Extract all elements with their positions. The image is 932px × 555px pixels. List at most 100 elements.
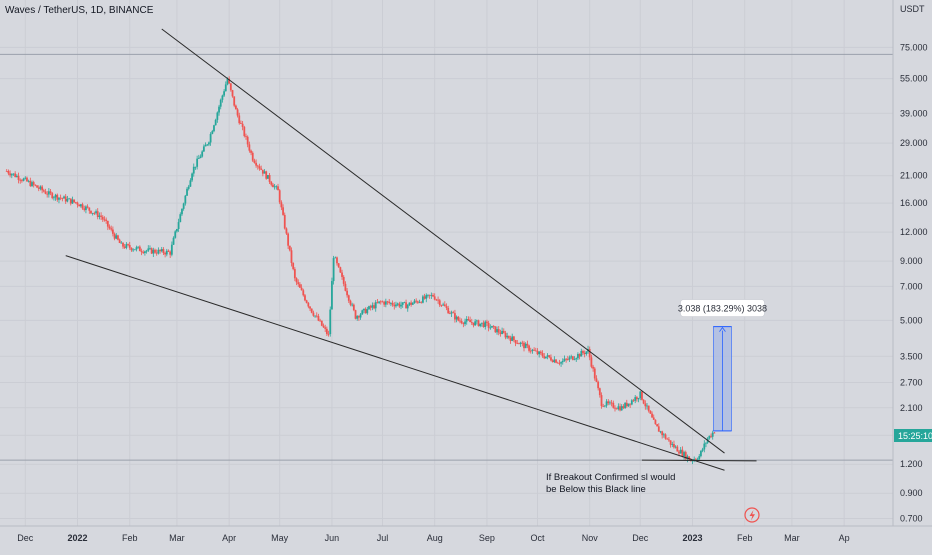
candle-down xyxy=(56,194,59,200)
price-tick-label: 16.000 xyxy=(900,198,928,208)
candle-down xyxy=(420,301,423,303)
measure-label: 3.038 (183.29%) 3038 xyxy=(678,304,767,314)
price-tick-label: 9.000 xyxy=(900,256,923,266)
candle-down xyxy=(310,308,313,313)
candle-up xyxy=(662,434,665,436)
candle-down xyxy=(272,184,274,188)
lower-trendline[interactable] xyxy=(65,255,725,471)
candle-down xyxy=(622,406,625,409)
candle-up xyxy=(273,186,276,188)
candle-down xyxy=(270,181,273,185)
candle-down xyxy=(17,175,20,180)
candle-up xyxy=(708,435,711,439)
candle-down xyxy=(590,357,593,367)
candle-down xyxy=(625,402,628,407)
candle-up xyxy=(568,357,571,360)
candle-up xyxy=(455,316,458,320)
breakout-note-line1: If Breakout Confirmed sl would xyxy=(546,472,675,483)
candle-down xyxy=(241,123,244,127)
candle-down xyxy=(661,431,664,436)
candle-down xyxy=(236,109,239,116)
time-tick-label: Dec xyxy=(632,533,649,543)
candle-up xyxy=(603,405,606,407)
candle-up xyxy=(400,304,402,307)
candle-down xyxy=(684,452,687,460)
candle-up xyxy=(617,406,620,409)
candle-up xyxy=(403,302,406,304)
candle-up xyxy=(575,358,578,360)
candle-down xyxy=(283,214,286,229)
candle-down xyxy=(550,357,552,361)
candle-down xyxy=(641,391,643,400)
candle-up xyxy=(378,301,381,303)
candle-up xyxy=(221,95,224,100)
candle-down xyxy=(523,342,525,349)
candle-down xyxy=(619,406,621,411)
candle-down xyxy=(103,219,106,221)
candle-up xyxy=(15,175,18,177)
candle-up xyxy=(115,235,118,239)
candle-up xyxy=(545,356,547,359)
candle-down xyxy=(556,362,559,364)
candle-down xyxy=(253,160,256,163)
candle-up xyxy=(332,258,335,282)
candle-down xyxy=(416,301,419,303)
candle-down xyxy=(140,251,143,253)
time-tick-label: Feb xyxy=(737,533,753,543)
candle-up xyxy=(698,456,701,460)
candle-down xyxy=(36,185,38,188)
candle-up xyxy=(181,208,183,215)
candle-down xyxy=(261,169,264,174)
candle-down xyxy=(713,432,716,434)
candle-down xyxy=(309,306,311,309)
candle-down xyxy=(410,302,413,305)
candle-down xyxy=(555,359,557,363)
candle-down xyxy=(251,152,254,161)
candle-up xyxy=(331,281,333,310)
candle-down xyxy=(664,434,667,439)
candle-down xyxy=(352,304,355,311)
candle-down xyxy=(265,171,268,179)
candle-down xyxy=(644,403,647,407)
candle-down xyxy=(19,179,22,181)
candle-down xyxy=(32,182,35,185)
candle-down xyxy=(668,439,670,441)
candle-down xyxy=(354,310,357,319)
candle-down xyxy=(312,312,315,316)
candle-down xyxy=(477,320,480,327)
candle-up xyxy=(179,214,182,223)
candle-up xyxy=(194,166,197,168)
candle-down xyxy=(268,175,271,182)
candle-down xyxy=(162,249,165,253)
candle-down xyxy=(64,196,67,202)
breakout-note[interactable]: If Breakout Confirmed sl would be Below … xyxy=(546,472,675,495)
candle-down xyxy=(37,187,40,189)
upper-trendline[interactable] xyxy=(161,28,725,454)
candle-down xyxy=(322,325,325,328)
current-price-tag[interactable]: 15:25:10 xyxy=(894,429,932,442)
candle-down xyxy=(41,186,44,191)
candle-down xyxy=(376,302,379,304)
lightning-alert-icon[interactable] xyxy=(744,507,760,523)
candle-up xyxy=(531,349,534,352)
candle-down xyxy=(74,202,77,203)
support-line[interactable] xyxy=(641,459,757,462)
candle-down xyxy=(169,251,172,255)
candle-down xyxy=(518,343,520,345)
candle-up xyxy=(54,194,57,198)
candle-up xyxy=(639,391,642,399)
candle-down xyxy=(240,123,242,124)
candle-down xyxy=(349,300,352,305)
candle-down xyxy=(324,327,327,329)
candle-up xyxy=(620,406,623,411)
candle-down xyxy=(669,440,672,445)
candle-down xyxy=(393,304,396,307)
candle-down xyxy=(494,326,497,333)
candle-down xyxy=(435,299,438,301)
candle-up xyxy=(170,244,173,255)
candle-up xyxy=(479,323,482,327)
candle-down xyxy=(117,235,119,240)
